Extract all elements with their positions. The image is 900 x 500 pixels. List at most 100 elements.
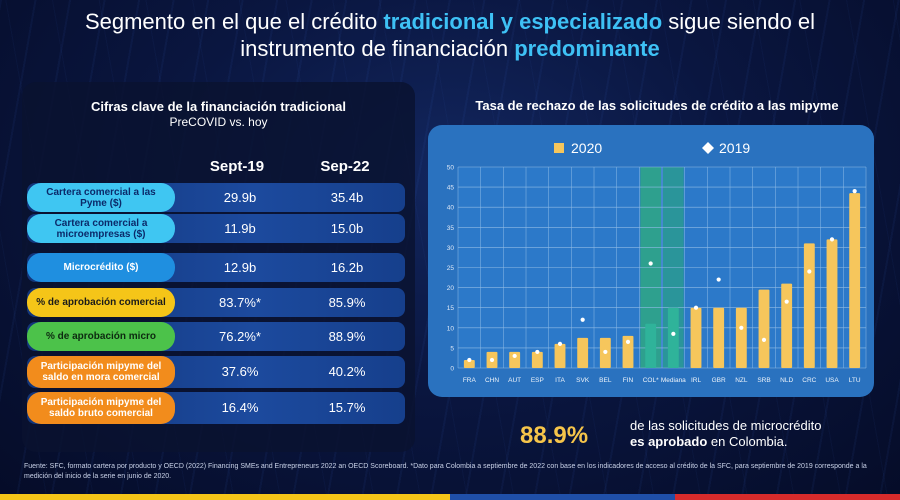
point-2019 [829, 237, 835, 242]
key-figures-panel: Cifras clave de la financiación tradicio… [22, 82, 415, 452]
x-tick-label: GBR [712, 377, 726, 384]
key-figure-label: Cartera comercial a microempresas ($) [27, 214, 175, 243]
headline-text: sigue siendo el [662, 9, 816, 34]
x-tick-label: ITA [555, 377, 565, 384]
stat-rest: en Colombia. [707, 434, 788, 449]
x-tick-label: Mediana [661, 377, 686, 384]
bar-2020 [826, 239, 838, 368]
key-figure-value-sep-22: 35.4b [330, 190, 364, 205]
point-2019 [625, 339, 631, 344]
key-figures-title: Cifras clave de la financiación tradicio… [90, 99, 347, 114]
stat-line-1: de las solicitudes de microcrédito [630, 418, 822, 433]
point-2019 [512, 353, 517, 359]
point-2019 [693, 305, 699, 310]
point-2019 [739, 325, 744, 330]
key-figure-label: Participación mipyme del saldo bruto com… [27, 392, 175, 424]
key-figure-value-sep-22: 15.7% [328, 400, 366, 415]
point-2019 [761, 337, 767, 342]
x-tick-label: AUT [508, 377, 521, 384]
headline-text: Segmento en el que el crédito [84, 9, 384, 34]
legend-marker-2019 [702, 142, 714, 154]
headline-highlight: tradicional y especializado [383, 9, 663, 34]
bar-2020 [463, 359, 475, 368]
x-tick-label: SVK [576, 377, 590, 384]
point-2019 [535, 349, 540, 355]
flag-stripe [675, 494, 900, 500]
bar-2020 [803, 243, 815, 368]
y-tick-label: 20 [447, 285, 455, 292]
point-2019 [603, 349, 608, 355]
key-figures-subtitle: PreCOVID vs. hoy [169, 115, 268, 129]
bar-2020 [758, 289, 770, 368]
x-tick-label: COL* [643, 377, 659, 384]
chart-svg: 0 5 10 15 20 25 30 35 40 45 50 FRA CHN AUT ESP ITA SVK BE… [447, 140, 867, 384]
column-header-sep-22: Sep-22 [320, 158, 370, 175]
source-footnote: Fuente: SFC, formato cartera por product… [24, 463, 867, 480]
headline-highlight: predominante [514, 36, 660, 61]
headline-text: instrumento de financiación [240, 36, 515, 61]
y-tick-label: 45 [447, 185, 455, 192]
key-figure-row: Participación mipyme del saldo en mora c… [27, 356, 405, 388]
key-figure-value-sept-19: 37.6% [221, 364, 259, 379]
headline-line-2: instrumento de financiación predominante [0, 35, 900, 62]
bar-2020 [849, 193, 861, 368]
stat-bold: es aprobado [630, 434, 708, 449]
x-tick-label: ESP [531, 377, 544, 384]
key-figure-value-sep-22: 40.2% [328, 364, 366, 379]
bar-2020 [645, 323, 657, 368]
bar-2020 [509, 351, 521, 368]
approval-stat-value: 88.9% [520, 422, 589, 449]
y-tick-label: 30 [447, 245, 455, 252]
y-tick-label: 35 [447, 225, 455, 232]
x-tick-label: LTU [849, 377, 861, 384]
point-2019 [557, 341, 563, 346]
colombia-flag-strip [0, 494, 900, 500]
bar-2020 [554, 343, 566, 368]
y-tick-label: 25 [447, 265, 455, 272]
key-figure-value-sep-22: 88.9% [328, 329, 366, 344]
y-tick-label: 15 [447, 305, 455, 312]
key-figure-row: Participación mipyme del saldo bruto com… [27, 392, 405, 424]
key-figure-label: Cartera comercial a las Pyme ($) [27, 183, 175, 212]
bar-2020 [577, 337, 589, 368]
point-2019 [852, 189, 857, 194]
y-tick-label: 0 [450, 366, 454, 373]
y-tick-label: 50 [447, 165, 455, 172]
headline-line-1: Segmento en el que el crédito tradiciona… [0, 8, 900, 35]
x-tick-label: NLD [780, 377, 793, 384]
flag-stripe [450, 494, 675, 500]
key-figure-row: Cartera comercial a las Pyme ($) 29.9b 35.… [27, 183, 405, 212]
key-figure-row: % de aprobación micro 76.2%* 88.9% [27, 322, 405, 351]
bar-2020 [667, 307, 679, 368]
key-figure-value-sep-22: 16.2b [330, 260, 364, 275]
key-figure-row: Microcrédito ($) 12.9b 16.2b [27, 253, 405, 282]
key-figure-value-sept-19: 16.4% [221, 400, 259, 415]
x-tick-label: USA [825, 377, 839, 384]
x-tick-label: NZL [735, 377, 748, 384]
rejection-rate-chart: 0 5 10 15 20 25 30 35 40 45 50 FRA CHN AUT ESP ITA SVK BE… [428, 125, 874, 397]
y-tick-label: 40 [447, 205, 455, 212]
flag-stripe [0, 494, 450, 500]
x-tick-label: FRA [463, 377, 477, 384]
bar-2020 [622, 335, 634, 368]
point-2019 [580, 317, 585, 322]
key-figure-label: % de aprobación comercial [27, 288, 175, 317]
stat-line-2: es aprobado en Colombia. [630, 434, 870, 450]
bar-2020 [531, 351, 543, 368]
key-figure-row: Cartera comercial a microempresas ($) 11.… [27, 214, 405, 243]
point-2019 [648, 261, 653, 266]
approval-stat-text: de las solicitudes de microcrédito es ap… [630, 418, 870, 450]
x-tick-label: SRB [757, 377, 770, 384]
key-figure-label: % de aprobación micro [27, 322, 175, 351]
x-tick-label: BEL [599, 377, 612, 384]
point-2019 [489, 357, 495, 363]
y-tick-label: 10 [447, 325, 455, 332]
chart-title: Tasa de rechazo de las solicitudes de cr… [475, 98, 839, 113]
key-figure-value-sept-19: 29.9b [223, 190, 257, 205]
bar-2020 [713, 307, 725, 368]
point-2019 [671, 331, 676, 336]
x-tick-label: FIN [623, 377, 634, 384]
key-figure-value-sep-22: 85.9% [328, 295, 366, 310]
point-2019 [467, 357, 472, 363]
y-tick-label: 5 [450, 345, 454, 352]
